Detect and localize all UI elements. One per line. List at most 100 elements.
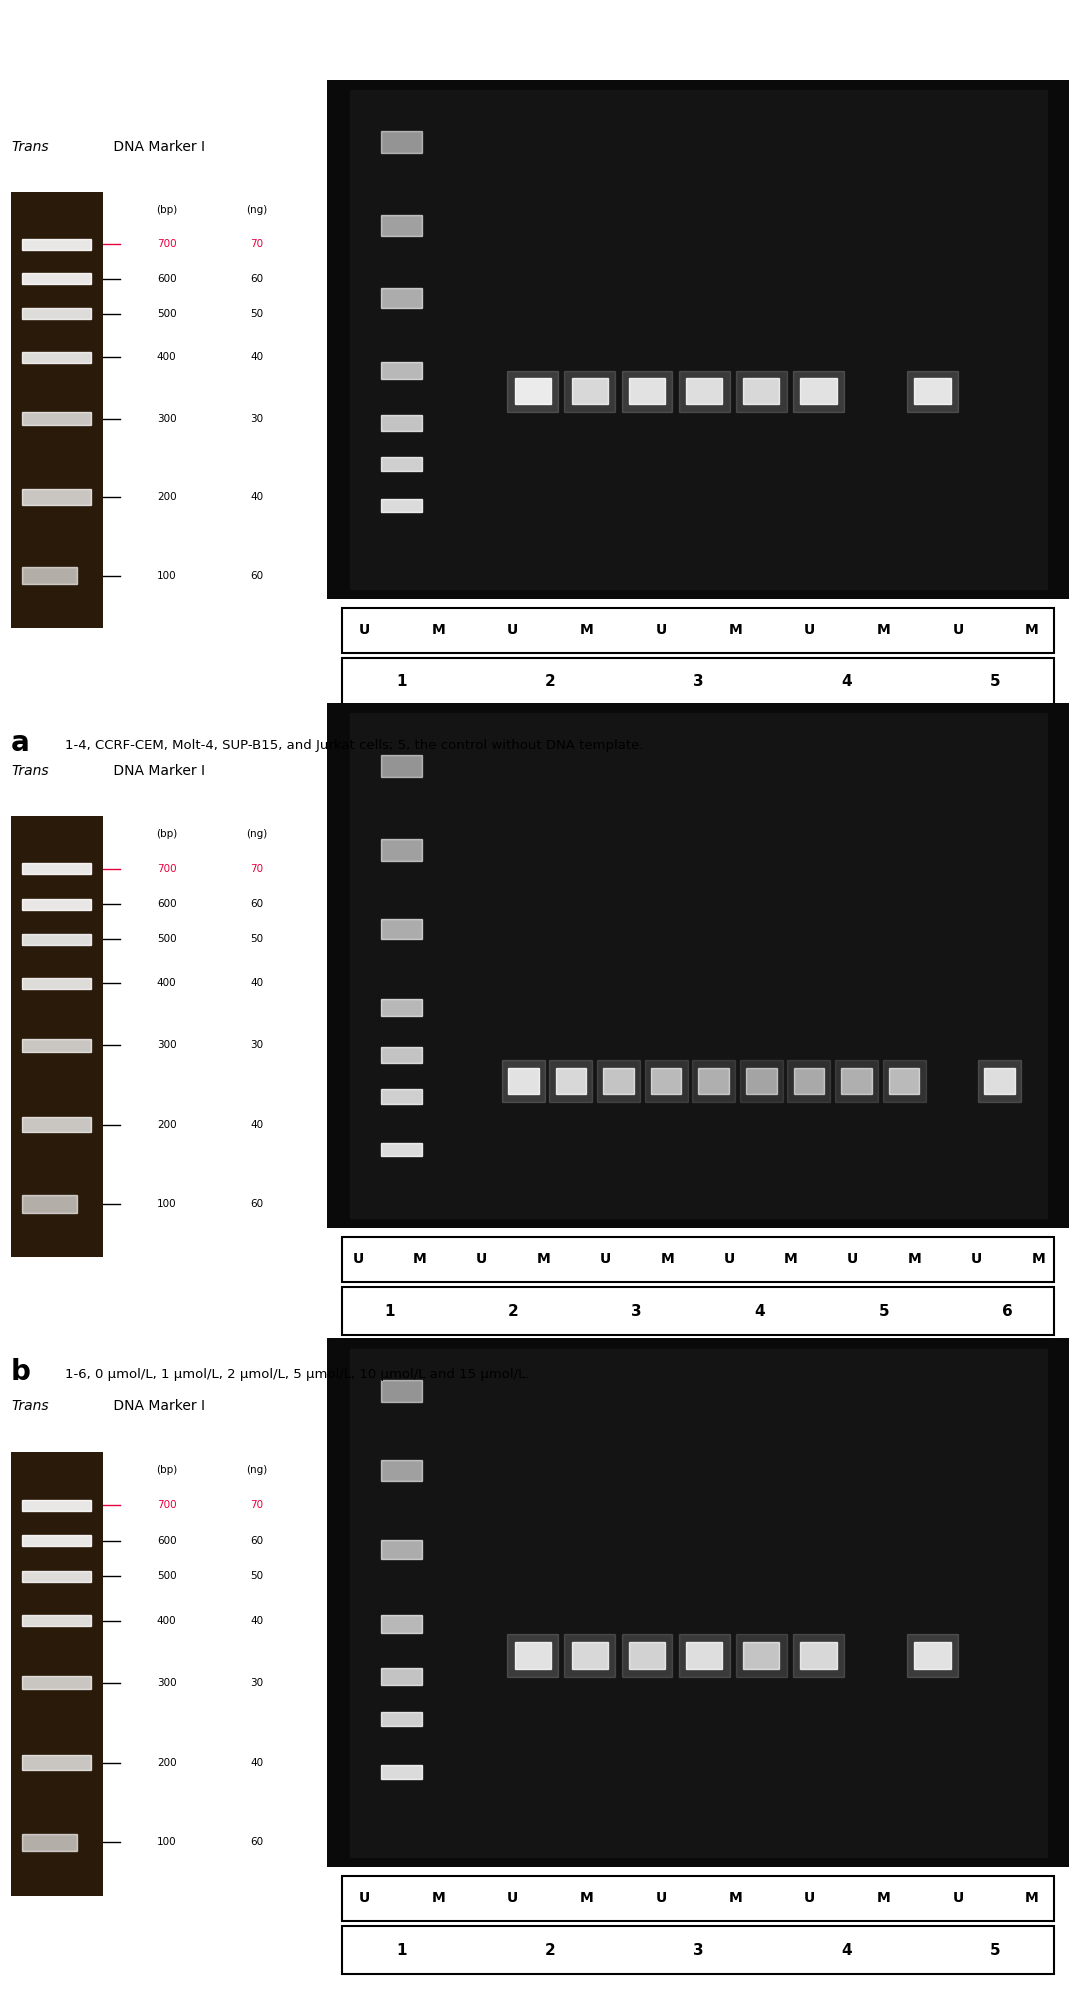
Text: M: M — [1026, 623, 1039, 637]
Text: 2: 2 — [507, 1304, 518, 1318]
Text: (bp): (bp) — [156, 206, 178, 216]
Bar — [686, 1642, 722, 1669]
Bar — [801, 1642, 837, 1669]
Bar — [564, 371, 615, 411]
Bar — [650, 1068, 682, 1094]
Bar — [515, 379, 551, 405]
Bar — [22, 863, 91, 875]
Bar — [914, 1642, 951, 1669]
Text: (ng): (ng) — [245, 1466, 267, 1476]
Text: 1-4, CCRF-CEM, Molt-4, SUP-B15, and Jurkat cells; 5, the control without DNA tem: 1-4, CCRF-CEM, Molt-4, SUP-B15, and Jurk… — [65, 739, 644, 753]
Text: 60: 60 — [250, 899, 263, 909]
Bar — [740, 1060, 783, 1102]
Bar — [381, 1046, 422, 1062]
Bar — [507, 1634, 559, 1677]
Bar — [572, 1642, 608, 1669]
Text: M: M — [1031, 1252, 1045, 1266]
Text: 4: 4 — [841, 675, 852, 689]
Bar — [883, 1060, 925, 1102]
Text: 200: 200 — [157, 1120, 177, 1130]
Text: 600: 600 — [157, 899, 177, 909]
Bar — [793, 1634, 843, 1677]
Text: U: U — [359, 623, 370, 637]
Bar — [914, 379, 951, 405]
Text: U: U — [656, 623, 667, 637]
Text: M: M — [432, 1891, 445, 1905]
Bar — [381, 755, 422, 777]
Text: U: U — [804, 1891, 815, 1905]
Text: 400: 400 — [157, 1616, 177, 1626]
Bar — [698, 1068, 729, 1094]
Text: U: U — [600, 1252, 611, 1266]
Bar — [22, 935, 91, 945]
Text: 4: 4 — [841, 1943, 852, 1957]
Bar — [22, 1570, 91, 1582]
Text: 1-6, 0 μmol/L, 1 μmol/L, 2 μmol/L, 5 μmol/L, 10 μmol/L and 15 μmol/L.: 1-6, 0 μmol/L, 1 μmol/L, 2 μmol/L, 5 μmo… — [65, 1368, 530, 1382]
Text: 70: 70 — [250, 865, 263, 875]
Text: M: M — [908, 1252, 922, 1266]
Text: b: b — [11, 1358, 31, 1386]
Text: M: M — [537, 1252, 551, 1266]
Text: DNA Marker I: DNA Marker I — [109, 140, 205, 154]
Bar — [22, 238, 91, 250]
Text: U: U — [656, 1891, 667, 1905]
Bar — [550, 1060, 592, 1102]
Bar — [381, 415, 422, 431]
Text: (ng): (ng) — [245, 206, 267, 216]
Bar — [22, 1038, 91, 1052]
Text: (bp): (bp) — [156, 829, 178, 839]
Text: 600: 600 — [157, 274, 177, 284]
Text: 700: 700 — [157, 865, 177, 875]
Text: 2: 2 — [544, 1943, 555, 1957]
Bar — [381, 288, 422, 308]
Text: 200: 200 — [157, 491, 177, 501]
Bar — [381, 1142, 422, 1156]
Bar — [735, 1634, 787, 1677]
Text: 2: 2 — [544, 675, 555, 689]
Text: Trans: Trans — [11, 140, 48, 154]
Bar — [381, 457, 422, 471]
Text: U: U — [352, 1252, 363, 1266]
Text: 60: 60 — [250, 571, 263, 581]
Bar — [22, 308, 91, 320]
Bar — [978, 1060, 1021, 1102]
Bar — [572, 379, 608, 405]
Bar — [381, 998, 422, 1016]
Bar — [841, 1068, 872, 1094]
Text: 200: 200 — [157, 1757, 177, 1767]
Text: 1: 1 — [396, 675, 407, 689]
Bar — [381, 499, 422, 511]
Text: 50: 50 — [250, 935, 263, 945]
Text: 500: 500 — [157, 310, 177, 320]
Bar — [743, 1642, 779, 1669]
Bar — [889, 1068, 920, 1094]
Bar — [564, 1634, 615, 1677]
Text: 1: 1 — [384, 1304, 394, 1318]
Text: 40: 40 — [250, 1757, 263, 1767]
Bar — [679, 1634, 730, 1677]
Text: (bp): (bp) — [156, 1466, 178, 1476]
Bar — [381, 1380, 422, 1402]
Text: U: U — [971, 1252, 982, 1266]
Text: M: M — [729, 1891, 742, 1905]
Bar — [22, 489, 91, 505]
Bar — [502, 1060, 544, 1102]
Bar — [22, 1500, 91, 1510]
Text: 40: 40 — [250, 351, 263, 361]
Bar — [597, 1060, 640, 1102]
Text: 40: 40 — [250, 1120, 263, 1130]
Text: 60: 60 — [250, 1198, 263, 1208]
Text: U: U — [952, 1891, 963, 1905]
Bar — [22, 1536, 91, 1546]
Text: DNA Marker I: DNA Marker I — [109, 1400, 205, 1414]
Bar — [22, 567, 76, 585]
Bar — [746, 1068, 777, 1094]
Bar — [22, 1833, 76, 1851]
Bar — [22, 899, 91, 911]
Text: Trans: Trans — [11, 763, 48, 777]
Text: DNA Marker I: DNA Marker I — [109, 763, 205, 777]
Text: M: M — [660, 1252, 674, 1266]
Text: 700: 700 — [157, 240, 177, 250]
Text: U: U — [507, 623, 518, 637]
Bar — [686, 379, 722, 405]
